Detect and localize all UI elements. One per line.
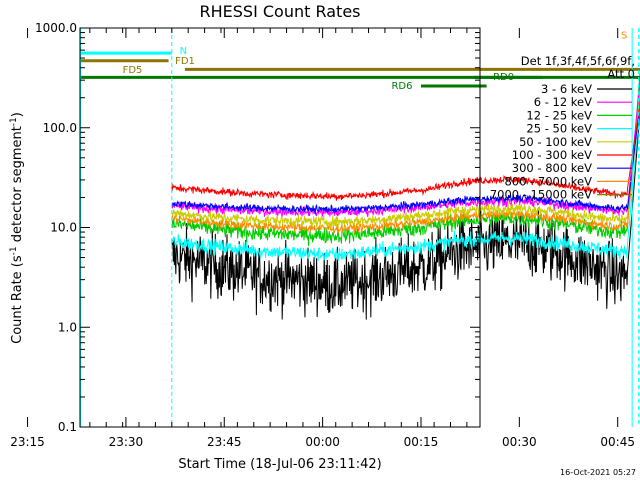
plot-area: [171, 67, 640, 320]
y-axis-label-sup1: -1: [9, 246, 19, 255]
x-tick-label-6: 00:45: [600, 435, 635, 449]
x-tick-label-2: 23:45: [207, 435, 242, 449]
legend-label-0: 3 - 6 keV: [541, 82, 592, 96]
legend-label-1: 6 - 12 keV: [534, 95, 592, 109]
flag-label-s: S: [621, 31, 627, 42]
legend-label-5: 100 - 300 keV: [512, 148, 592, 162]
y-axis-label-mid: detector segment: [10, 126, 25, 246]
series-line-50-100-kev: [171, 81, 640, 229]
x-axis-ticks: 23:15 23:30 23:45 00:00 00:15 00:30 00:45: [10, 28, 635, 449]
legend-label-8: 7000 - 15000 keV: [490, 188, 592, 202]
y-tick-label-2: 10.0: [50, 221, 77, 235]
y-axis-label: Count Rate (s-1 detector segment-1): [9, 112, 25, 344]
flag-label-fd1: FD1: [175, 56, 195, 67]
x-tick-label-5: 00:30: [502, 435, 537, 449]
y-tick-label-3: 100.0: [43, 121, 77, 135]
flag-label-rd6: RD6: [391, 81, 412, 92]
legend-label-2: 12 - 25 keV: [526, 108, 592, 122]
series-line-25-50-kev: [171, 99, 640, 262]
x-tick-label-1: 23:30: [109, 435, 144, 449]
x-tick-label-3: 00:00: [305, 435, 340, 449]
chart-title: RHESSI Count Rates: [200, 2, 361, 21]
y-axis-ticks: 0.1 1.0 10.0 100.0 1000.0: [35, 21, 480, 434]
legend-label-3: 25 - 50 keV: [526, 122, 592, 136]
x-axis-label: Start Time (18-Jul-06 23:11:42): [178, 457, 381, 472]
y-tick-label-1: 1.0: [58, 320, 77, 334]
legend-header-attenuator: Att 0: [607, 67, 635, 81]
x-tick-label-0: 23:15: [10, 435, 45, 449]
series-line-300-800-kev: [171, 99, 640, 214]
flag-label-n: N: [180, 46, 187, 57]
legend-label-6: 300 - 800 keV: [512, 161, 592, 175]
y-tick-label-0: 0.1: [58, 420, 77, 434]
series-line-800-7000-kev: [171, 88, 640, 235]
y-axis-label-sup2: -1: [9, 117, 19, 126]
x-tick-label-4: 00:15: [404, 435, 439, 449]
y-axis-label-end: ): [10, 112, 25, 117]
legend: Det 1f,3f,4f,5f,6f,9f, Att 0 3 - 6 keV6 …: [490, 54, 635, 202]
series-line-3-6-kev: [171, 104, 640, 320]
flag-label-fd5: FD5: [123, 65, 143, 76]
legend-header-detectors: Det 1f,3f,4f,5f,6f,9f,: [521, 54, 635, 68]
legend-label-4: 50 - 100 keV: [519, 135, 592, 149]
legend-label-7: 800 - 7000 keV: [504, 174, 592, 188]
flag-label-rd0: RD0: [493, 72, 514, 83]
series-line-100-300-kev: [171, 100, 640, 201]
y-axis-label-main: Count Rate (s: [10, 255, 25, 344]
y-tick-label-4: 1000.0: [35, 21, 77, 35]
generation-timestamp: 16-Oct-2021 05:27: [560, 468, 636, 477]
